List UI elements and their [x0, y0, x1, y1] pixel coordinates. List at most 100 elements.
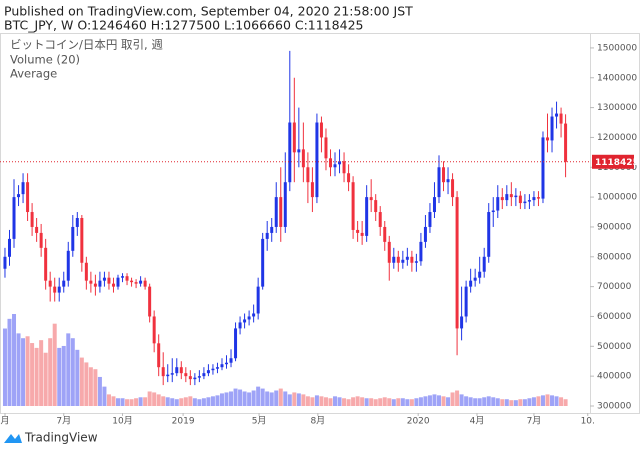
volume-bar: [21, 338, 26, 406]
candle-body: [550, 116, 554, 141]
volume-bar: [337, 397, 342, 406]
candle-body: [57, 286, 61, 293]
candle-body: [166, 374, 170, 377]
volume-bar: [206, 397, 211, 406]
candle-body: [80, 218, 84, 263]
candle-body: [442, 167, 446, 183]
volume-bar: [39, 340, 44, 406]
candle-body: [455, 197, 459, 329]
volume-bar: [477, 398, 482, 406]
volume-bar: [418, 397, 423, 406]
candle-body: [21, 182, 25, 195]
candle-body: [478, 271, 482, 278]
volume-bar: [346, 399, 351, 406]
volume-bar: [504, 399, 509, 406]
candle-body: [98, 280, 102, 287]
volume-bar: [256, 386, 261, 406]
candle-body: [229, 358, 233, 363]
candle-body: [532, 197, 536, 201]
candle-body: [401, 259, 405, 263]
candle-body: [428, 212, 432, 227]
volume-bar: [43, 352, 48, 406]
candle-body: [451, 179, 455, 198]
candle-body: [365, 197, 369, 236]
candle-body: [469, 280, 473, 287]
volume-bar: [414, 398, 419, 406]
candle-body: [243, 319, 247, 323]
candle-body: [39, 232, 43, 248]
y-tick-label: 1300000: [597, 103, 637, 113]
candle-body: [188, 376, 192, 380]
volume-bar: [364, 398, 369, 406]
candle-body: [360, 232, 364, 236]
volume-bar: [500, 399, 505, 406]
candle-body: [288, 122, 292, 183]
volume-bar: [219, 393, 224, 406]
candle-body: [414, 261, 418, 263]
volume-bar: [287, 394, 292, 406]
volume-bar: [396, 398, 401, 406]
candle-body: [84, 262, 88, 281]
y-tick-label: 400000: [597, 372, 632, 382]
volume-bar: [247, 392, 252, 406]
volume-bar: [531, 397, 536, 406]
volume-bar: [455, 390, 460, 406]
candle-body: [378, 212, 382, 227]
candle-body: [482, 256, 486, 272]
volume-bar: [292, 392, 297, 406]
volume-bar: [382, 397, 387, 406]
x-tick-label: 2019: [172, 417, 195, 427]
volume-bar: [369, 398, 374, 406]
candle-body: [460, 316, 464, 329]
volume-bar: [328, 398, 333, 406]
volume-bar: [540, 395, 545, 406]
candle-body: [523, 201, 527, 204]
candle-body: [270, 226, 274, 233]
legend-average: Average: [10, 67, 57, 81]
volume-bar: [70, 338, 75, 406]
volume-bar: [152, 392, 157, 406]
x-tick-label: 2020: [407, 417, 430, 427]
volume-bar: [441, 396, 446, 406]
candle-body: [328, 158, 332, 168]
last-price-label: 1118425: [595, 158, 639, 168]
candle-body: [175, 367, 179, 374]
volume-bar: [66, 333, 71, 406]
volume-bar: [170, 398, 175, 406]
candle-body: [53, 286, 57, 293]
candle-body: [102, 277, 106, 281]
volume-bar: [224, 392, 229, 406]
volume-bar: [97, 376, 102, 406]
candle-body: [170, 373, 174, 375]
volume-bar: [265, 391, 270, 406]
candle-body: [527, 200, 531, 202]
y-tick-label: 500000: [597, 342, 632, 352]
volume-bar: [134, 398, 139, 406]
candle-body: [111, 283, 115, 287]
volume-bar: [387, 398, 392, 406]
candle-body: [193, 377, 197, 380]
volume-bar: [527, 398, 532, 406]
volume-bar: [12, 314, 17, 406]
candle-body: [437, 167, 441, 198]
candle-body: [342, 161, 346, 174]
candle-body: [487, 212, 491, 257]
candle-body: [564, 123, 568, 162]
candle-body: [338, 161, 342, 165]
volume-bar: [423, 396, 428, 406]
volume-bar: [183, 397, 188, 406]
volume-bar: [138, 397, 143, 406]
volume-bar: [34, 347, 39, 406]
volume-bar: [52, 323, 57, 406]
candle-body: [283, 182, 287, 227]
candle-body: [518, 195, 522, 204]
volume-bar: [450, 392, 455, 406]
volume-bar: [518, 399, 523, 406]
volume-bar: [147, 391, 152, 406]
candle-body: [152, 316, 156, 344]
volume-bar: [550, 395, 555, 406]
volume-bar: [495, 398, 500, 406]
candle-body: [62, 280, 66, 287]
volume-bar: [468, 397, 473, 406]
